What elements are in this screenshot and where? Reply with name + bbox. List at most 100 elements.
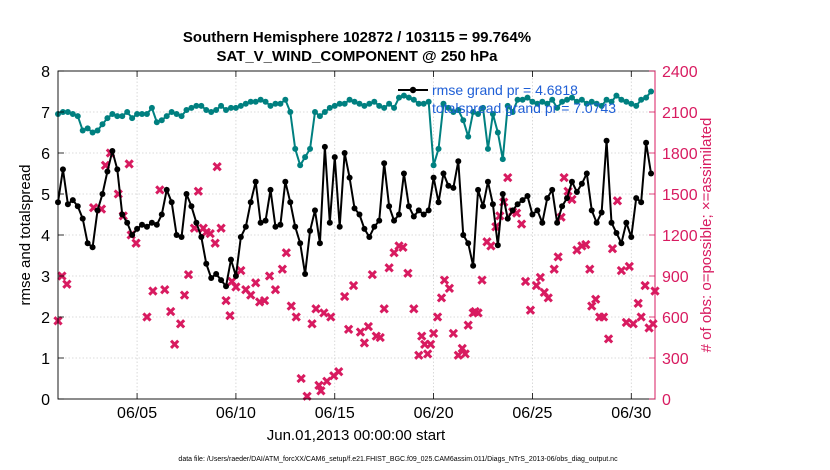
obs-marker-stroke (319, 308, 329, 318)
obs-marker (166, 306, 176, 317)
spread-point (519, 96, 526, 103)
legend-rmse-marker (409, 86, 417, 94)
rmse-point (307, 227, 314, 234)
obs-marker (296, 373, 306, 384)
obs-marker-stroke (316, 386, 326, 396)
rmse-point (514, 201, 521, 208)
rmse-point (69, 197, 76, 204)
obs-marker (503, 172, 513, 183)
rmse-point (425, 207, 432, 214)
rmse-point (420, 211, 427, 218)
x-tick-label: 06/10 (216, 405, 256, 422)
x-tick-label: 06/15 (315, 405, 355, 422)
spread-point (119, 113, 126, 120)
spread-point (480, 104, 487, 111)
obs-marker (183, 269, 194, 280)
right-y-tick-label: 600 (662, 310, 689, 327)
rmse-point (109, 147, 116, 154)
rmse-point (386, 203, 393, 210)
right-y-tick-label: 300 (662, 351, 689, 368)
rmse-point (494, 242, 501, 249)
obs-marker-stroke (225, 310, 235, 321)
obs-marker (270, 285, 281, 295)
obs-marker (251, 278, 261, 288)
spread-point (648, 88, 655, 95)
rmse-point (143, 223, 150, 230)
rmse-point (74, 203, 81, 210)
spread-point (400, 92, 407, 99)
obs-marker (448, 328, 459, 339)
rmse-point (564, 195, 571, 202)
spread-point (99, 121, 106, 128)
spread-point (440, 100, 447, 107)
obs-marker-stroke (612, 196, 623, 206)
spread-point (573, 98, 580, 105)
spread-point (588, 98, 595, 105)
obs-marker-stroke (277, 264, 288, 274)
spread-point (139, 111, 146, 118)
rmse-point (262, 217, 269, 224)
obs-marker-stroke (439, 275, 450, 285)
spread-point (134, 111, 141, 118)
obs-marker-stroke (414, 350, 424, 360)
rmse-point (311, 207, 318, 214)
left-y-tick-label: 6 (41, 146, 50, 163)
obs-marker-stroke (394, 241, 404, 251)
spread-point (638, 96, 645, 103)
rmse-point (124, 219, 131, 226)
obs-marker (175, 319, 186, 329)
obs-marker (231, 282, 241, 292)
spread-point (633, 102, 640, 109)
obs-marker (225, 310, 235, 321)
rmse-point (89, 244, 96, 251)
obs-marker (379, 304, 389, 314)
obs-marker (473, 308, 483, 318)
rmse-point (163, 186, 170, 193)
obs-marker-stroke (359, 338, 370, 348)
obs-marker-stroke (477, 275, 487, 285)
spread-point (361, 102, 368, 109)
spread-point (336, 100, 343, 107)
obs-marker-stroke (444, 283, 455, 293)
obs-marker-stroke (486, 241, 496, 251)
x-tick-label: 06/25 (512, 405, 552, 422)
rmse-point (297, 240, 304, 247)
spread-point (499, 156, 506, 163)
rmse-point (64, 201, 71, 208)
obs-marker-stroke (539, 287, 549, 298)
rmse-point (336, 223, 343, 230)
left-y-tick-label: 3 (41, 269, 50, 286)
obs-marker (355, 327, 366, 337)
obs-marker (277, 264, 288, 274)
obs-marker-stroke (210, 238, 220, 248)
rmse-point (223, 283, 230, 290)
spread-point (504, 102, 511, 109)
spread-point (311, 109, 318, 115)
obs-marker (160, 285, 170, 295)
obs-marker-stroke (131, 238, 141, 248)
spread-point (356, 100, 363, 107)
obs-marker-stroke (169, 339, 180, 349)
obs-marker (531, 280, 542, 291)
obs-marker (516, 219, 527, 229)
obs-marker (216, 223, 226, 233)
obs-marker (543, 293, 553, 303)
spread-point (64, 109, 71, 115)
obs-marker-stroke (543, 293, 553, 303)
obs-marker (603, 334, 614, 344)
obs-marker-stroke (503, 172, 513, 183)
obs-marker (486, 241, 496, 251)
right-y-tick-label: 1800 (662, 146, 698, 163)
obs-marker-stroke (193, 186, 204, 196)
rmse-point (292, 223, 299, 230)
rmse-point (405, 203, 412, 210)
spread-point (524, 94, 531, 101)
spread-point (163, 113, 170, 120)
rmse-point (529, 211, 536, 218)
rmse-point (524, 193, 531, 200)
obs-marker-stroke (553, 252, 563, 262)
spread-point (593, 100, 600, 107)
spread-point (193, 102, 200, 109)
rmse-point (489, 201, 496, 208)
obs-marker (142, 312, 152, 322)
